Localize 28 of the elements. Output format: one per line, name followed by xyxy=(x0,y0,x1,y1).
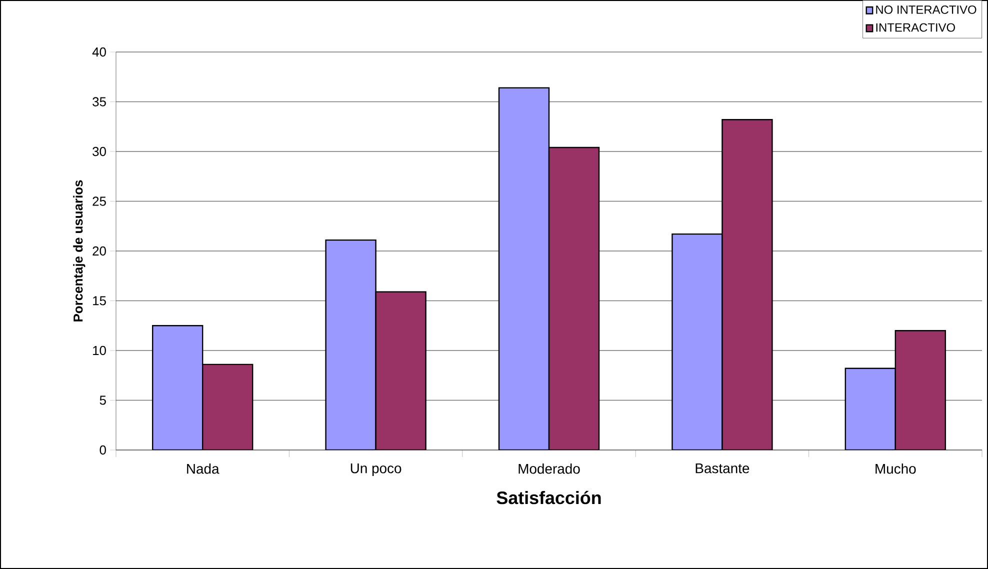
bar xyxy=(548,146,600,450)
y-axis-title: Porcentaje de usuarios xyxy=(73,180,86,322)
y-tick-label: 5 xyxy=(100,396,106,405)
bar xyxy=(375,291,426,450)
y-tick-label: 30 xyxy=(92,146,106,156)
bar xyxy=(325,239,376,450)
x-tick-label: Bastante xyxy=(696,464,750,474)
x-axis-title: Satisfacción xyxy=(496,490,601,504)
legend-label: NO INTERACTIVO xyxy=(876,5,976,14)
bar xyxy=(722,119,773,450)
x-tick-label: Moderado xyxy=(518,464,580,474)
x-tick-label: Un poco xyxy=(350,464,402,476)
bar xyxy=(894,330,946,450)
y-tick-label: 0 xyxy=(100,445,106,455)
y-tick-label: 35 xyxy=(92,97,106,106)
legend-label: INTERACTIVO xyxy=(876,23,955,32)
y-tick-label: 20 xyxy=(92,246,106,256)
y-tick-label: 40 xyxy=(92,47,106,57)
bar xyxy=(202,364,254,450)
bar xyxy=(672,233,723,450)
y-tick-label: 10 xyxy=(93,346,106,356)
x-tick-label: Mucho xyxy=(876,464,916,474)
bar xyxy=(152,325,204,450)
bar xyxy=(844,368,896,450)
bar xyxy=(498,87,550,450)
y-tick-label: 25 xyxy=(92,196,106,206)
y-tick-label: 15 xyxy=(93,296,106,306)
x-tick-label: Nada xyxy=(187,464,220,474)
